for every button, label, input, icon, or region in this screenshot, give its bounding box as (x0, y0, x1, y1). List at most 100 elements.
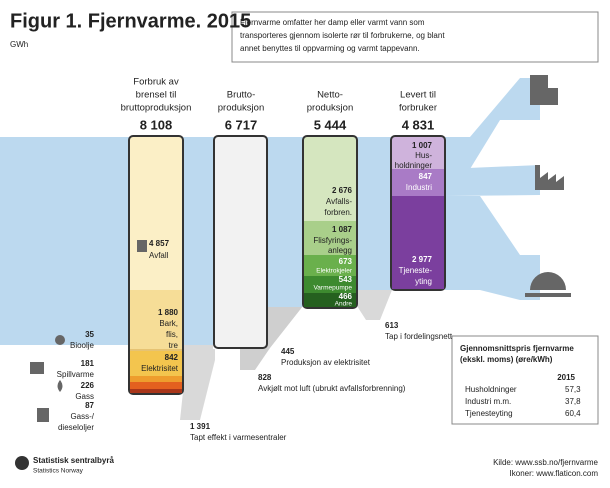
label: holdninger (395, 161, 433, 170)
price-row-label: Industri m.m. (465, 397, 511, 406)
segment (304, 293, 356, 307)
value: 226 (81, 381, 95, 390)
icon-industry (535, 165, 564, 190)
title: Figur 1. Fjernvarme. 2015 (10, 10, 251, 32)
column-box (213, 135, 268, 349)
total: 5 444 (314, 117, 347, 132)
logo-text: Statistics Norway (33, 468, 84, 475)
column-4 (390, 135, 446, 291)
heading: forbruker (399, 103, 437, 114)
value: 2 977 (412, 255, 433, 264)
value: 87 (85, 401, 94, 410)
loss-flow (240, 306, 303, 370)
value: 35 (85, 330, 94, 339)
value: 4 857 (149, 239, 170, 248)
heading: Forbruk av (133, 77, 179, 88)
label: flis, (166, 330, 178, 339)
loss-value: 613 (385, 321, 399, 330)
heading: bruttoproduksjon (121, 103, 192, 114)
total: 6 717 (225, 117, 258, 132)
segment (304, 221, 356, 255)
unit: GWh (10, 40, 28, 49)
price-row-label: Tjenesteyting (465, 409, 513, 418)
value: 181 (81, 359, 95, 368)
price-box (451, 335, 599, 425)
label: Bioolje (70, 341, 95, 350)
price-title: Gjennomsnittspris fjernvarme (460, 344, 574, 353)
flow (183, 137, 215, 307)
price-row-label: Husholdninger (465, 385, 517, 394)
price-value: 60,4 (565, 409, 581, 418)
value: 1 087 (332, 225, 353, 234)
segment (130, 382, 182, 389)
segment (130, 389, 182, 393)
flow (357, 137, 392, 290)
label: tre (169, 341, 179, 350)
price-year: 2015 (557, 373, 575, 382)
icon-bin (137, 240, 147, 252)
loss-label: Tap i fordelingsnett (385, 332, 453, 341)
segment (130, 290, 182, 349)
label: anlegg (328, 246, 352, 255)
total: 8 108 (140, 117, 173, 132)
icon-leaf (55, 335, 65, 345)
loss-value: 828 (258, 373, 272, 382)
icon-can (37, 408, 49, 422)
heading: brensel til (136, 90, 177, 101)
icon-flame (57, 380, 63, 392)
label: yting (415, 277, 432, 286)
label: Avfall (149, 251, 169, 260)
loss-value: 1 391 (190, 422, 211, 431)
label: Elektrokjeler (316, 268, 353, 275)
label: Hus- (415, 151, 432, 160)
segment (130, 351, 182, 376)
info-box (231, 11, 599, 63)
label: Flisfyrings- (313, 236, 352, 245)
loss-label: Avkjølt mot luft (ubrukt avfallsforbrenn… (258, 384, 406, 393)
flow (183, 307, 213, 345)
price-value: 57,3 (565, 385, 581, 394)
logo-mark (15, 456, 29, 470)
flows (0, 78, 540, 420)
label: Spillvarme (57, 370, 95, 379)
label: Elektrisitet (141, 364, 179, 373)
segment (392, 169, 444, 196)
loss-value: 445 (281, 347, 295, 356)
price-value: 37,8 (565, 397, 581, 406)
icons (15, 75, 571, 470)
loss-flow (357, 290, 392, 320)
heading: produksjon (307, 103, 353, 114)
icon-factory (30, 362, 44, 374)
logo-text: Statistisk sentralbyrå (33, 456, 114, 465)
label: Bark, (159, 319, 178, 328)
icon-service (525, 272, 571, 297)
label: Industri (406, 183, 432, 192)
icon-building (548, 88, 558, 105)
label: Avfalls- (326, 197, 352, 206)
label: Varmepumpe (313, 285, 352, 292)
column-3 (302, 135, 358, 309)
segment (130, 376, 182, 382)
flow (445, 78, 540, 169)
total: 4 831 (402, 117, 435, 132)
flow (0, 137, 130, 345)
segment (392, 196, 444, 289)
flow (445, 196, 540, 300)
price-title: (ekskl. moms) (øre/kWh) (460, 355, 553, 364)
loss-label: Tapt effekt i varmesentraler (190, 433, 287, 442)
info-line: Fjernvarme omfatter her damp eller varmt… (240, 18, 425, 27)
label: Andre (335, 301, 353, 308)
value: 543 (339, 275, 353, 284)
segment (304, 276, 356, 293)
segment (304, 255, 356, 276)
label: Gass-/ (70, 412, 94, 421)
label: Tjeneste- (399, 266, 433, 275)
value: 1 880 (158, 308, 179, 317)
source: Kilde: www.ssb.no/fjernvarme (493, 458, 598, 467)
value: 842 (165, 353, 179, 362)
info-line: annet benyttes til oppvarming og varmt t… (240, 44, 420, 53)
value: 466 (339, 292, 353, 301)
icon-building (530, 75, 548, 105)
heading: Levert til (400, 90, 436, 101)
